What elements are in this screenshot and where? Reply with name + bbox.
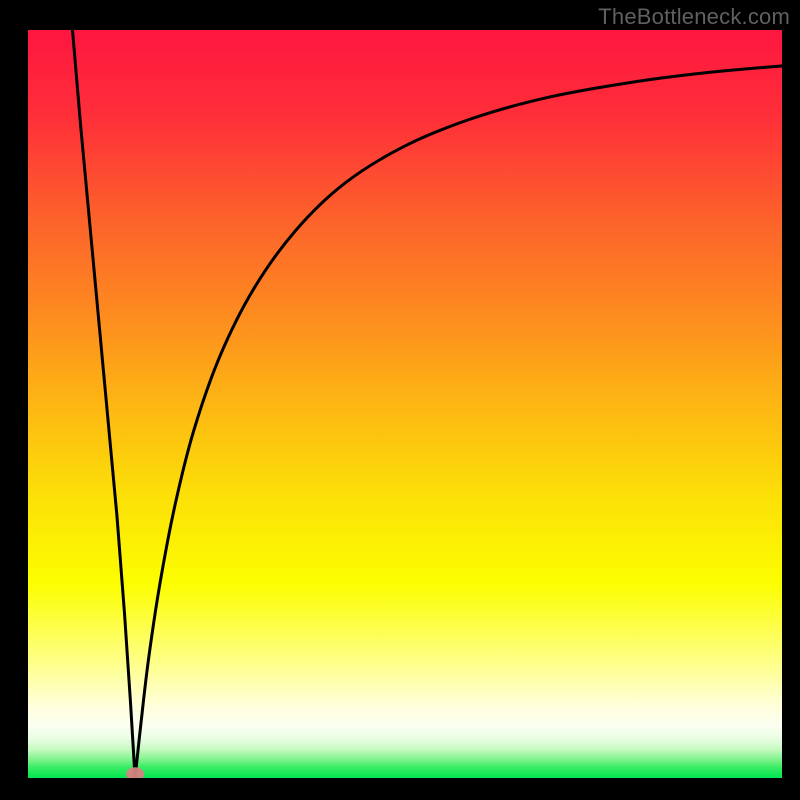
watermark-text: TheBottleneck.com xyxy=(598,4,790,30)
axis-border-right xyxy=(782,0,800,800)
bottleneck-chart: TheBottleneck.com xyxy=(0,0,800,800)
axis-border-bottom xyxy=(0,778,800,800)
axis-border-left xyxy=(0,0,28,800)
bottleneck-curve-right xyxy=(135,66,782,778)
bottleneck-curve-left xyxy=(72,30,135,778)
curve-layer xyxy=(0,0,800,800)
